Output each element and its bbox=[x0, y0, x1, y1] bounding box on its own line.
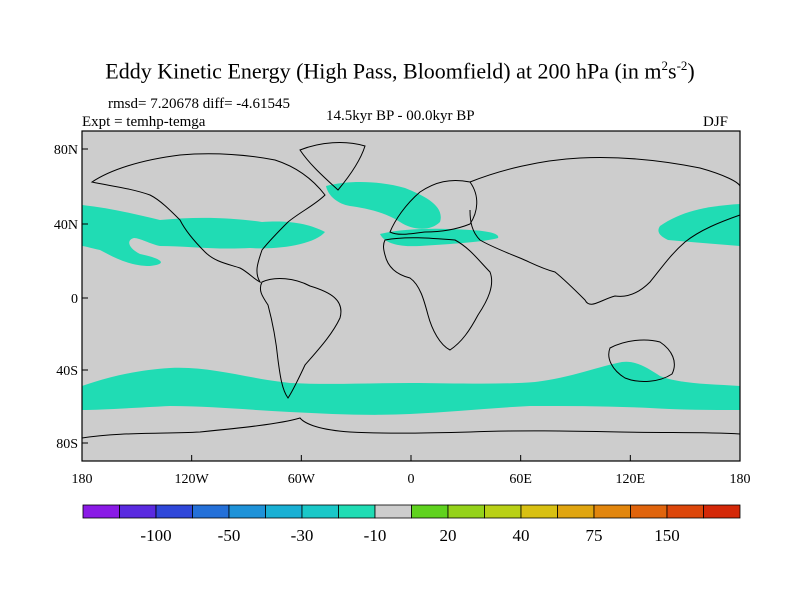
map-plot-area bbox=[81, 130, 741, 462]
season-label: DJF bbox=[703, 114, 729, 130]
colorbar-swatch bbox=[301, 504, 339, 519]
colorbar-swatch bbox=[228, 504, 266, 519]
colorbar-swatch bbox=[520, 504, 558, 519]
colorbar: -100 -50 -30 -10 20 40 75 150 bbox=[82, 504, 741, 545]
australia-coast bbox=[608, 339, 675, 382]
lon-label: 120W bbox=[175, 472, 210, 487]
colorbar-swatch bbox=[82, 504, 120, 519]
colorbar-swatch bbox=[557, 504, 595, 519]
colorbar-swatch bbox=[447, 504, 485, 519]
mediterranean-anomaly bbox=[380, 228, 499, 247]
lat-label: 80N bbox=[54, 143, 78, 158]
colorbar-swatch bbox=[119, 504, 157, 519]
africa-coast bbox=[383, 237, 493, 351]
northwest-pacific-anomaly bbox=[658, 204, 740, 246]
colorbar-swatch bbox=[411, 504, 449, 519]
colorbar-label: 150 bbox=[654, 526, 680, 545]
antarctica-coast bbox=[81, 417, 741, 439]
period-label: 14.5kyr BP - 00.0kyr BP bbox=[326, 108, 475, 124]
colorbar-swatch bbox=[703, 504, 741, 519]
south-america-coast bbox=[259, 278, 342, 399]
colorbar-swatch bbox=[265, 504, 303, 519]
greenland-coast bbox=[299, 142, 366, 191]
colorbar-swatch bbox=[192, 504, 230, 519]
north-america-coast bbox=[90, 153, 326, 284]
lon-label: 180 bbox=[730, 472, 751, 487]
colorbar-label: -100 bbox=[140, 526, 171, 545]
asia-coast bbox=[469, 156, 741, 305]
colorbar-label: 75 bbox=[586, 526, 603, 545]
lon-label: 60W bbox=[288, 472, 316, 487]
stats-label: rmsd= 7.20678 diff= -4.61545 bbox=[108, 96, 291, 112]
colorbar-label: -50 bbox=[218, 526, 241, 545]
lon-label: 180 bbox=[72, 472, 93, 487]
lon-label: 0 bbox=[408, 472, 415, 487]
lat-label: 40N bbox=[54, 218, 78, 233]
north-atlantic-anomaly bbox=[326, 182, 441, 229]
colorbar-swatch bbox=[630, 504, 668, 519]
lon-label: 60E bbox=[509, 472, 532, 487]
colorbar-swatch bbox=[484, 504, 522, 519]
colorbar-swatch bbox=[374, 504, 412, 519]
north-pacific-anomaly bbox=[82, 205, 325, 266]
colorbar-swatch bbox=[155, 504, 193, 519]
colorbar-label: -30 bbox=[291, 526, 314, 545]
lat-label: 80S bbox=[56, 437, 78, 452]
coastlines bbox=[81, 142, 741, 439]
map-axes: 80N 40N 0 40S 80S 180 120W 60W 0 60E 120E 180 bbox=[54, 143, 751, 487]
anomaly-regions bbox=[82, 182, 740, 415]
colorbar-label: 20 bbox=[440, 526, 457, 545]
europe-coast bbox=[389, 179, 478, 235]
southern-ocean-anomaly bbox=[82, 361, 740, 415]
colorbar-swatch bbox=[666, 504, 704, 519]
colorbar-label: 40 bbox=[513, 526, 530, 545]
map-title: Eddy Kinetic Energy (High Pass, Bloomfie… bbox=[105, 58, 695, 84]
colorbar-swatch bbox=[593, 504, 631, 519]
lat-label: 40S bbox=[56, 364, 78, 379]
experiment-label: Expt = temhp-temga bbox=[82, 114, 206, 130]
lat-label: 0 bbox=[71, 292, 78, 307]
lon-label: 120E bbox=[616, 472, 646, 487]
colorbar-swatch bbox=[338, 504, 376, 519]
colorbar-label: -10 bbox=[364, 526, 387, 545]
